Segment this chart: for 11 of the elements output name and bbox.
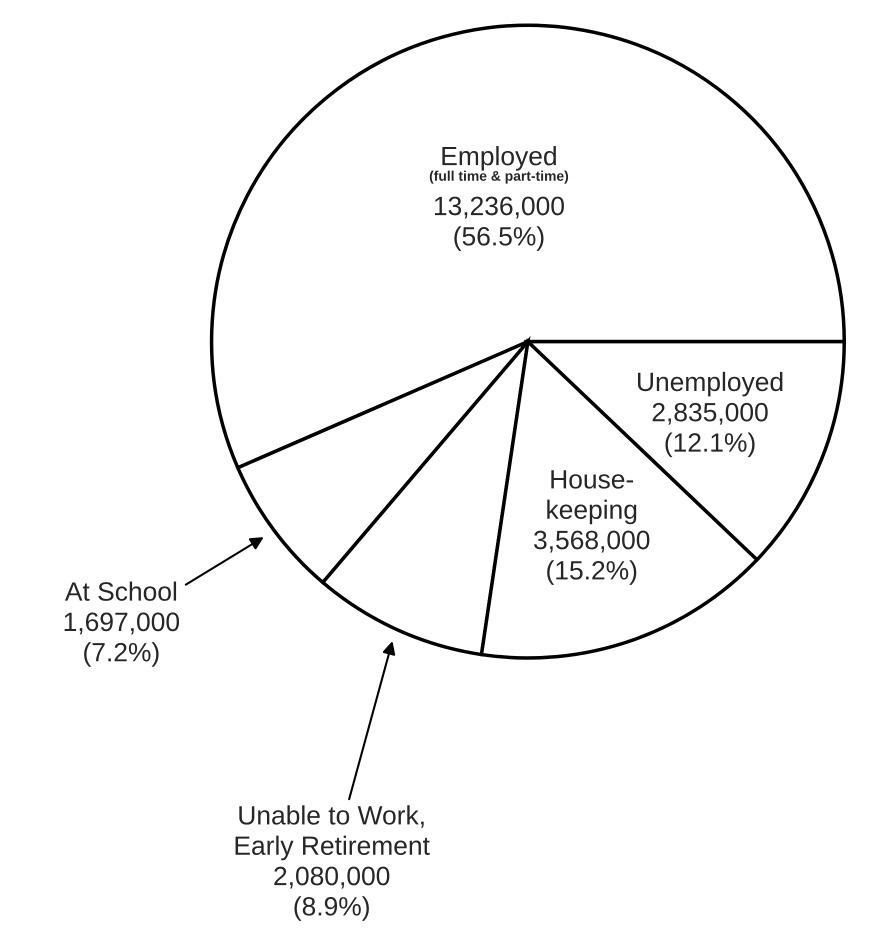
data-label: 13,236,000 (56.5%) xyxy=(434,196,564,251)
slice-label: At School xyxy=(64,581,176,601)
slice-label: Unemployed xyxy=(638,372,782,396)
data-label: 1,697,000 (7.2%) xyxy=(64,612,180,667)
data-label: 2,835,000 (12.1%) xyxy=(652,402,768,458)
text: (full time & part-time) xyxy=(430,170,568,184)
data-label: 3,568,000 (15.2%) xyxy=(534,530,650,585)
slice-label: House- keeping xyxy=(547,470,636,524)
slice-label: Unable to Work, Early Retirement xyxy=(236,805,430,860)
slice-label: Employed xyxy=(442,146,556,171)
data-label: 2,080,000 (8.9%) xyxy=(274,866,390,921)
